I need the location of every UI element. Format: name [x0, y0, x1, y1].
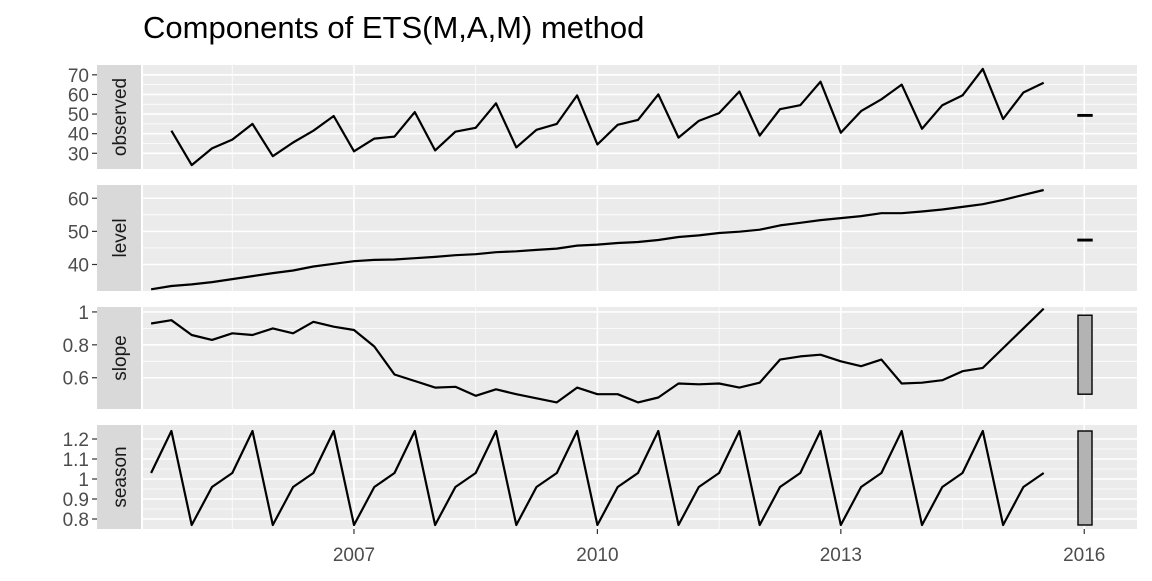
y-tick-label: 50	[68, 222, 89, 243]
chart-title: Components of ETS(M,A,M) method	[143, 10, 644, 45]
x-tick-label: 2007	[333, 545, 375, 566]
y-tick-label: 60	[68, 85, 89, 106]
x-tick-label: 2013	[820, 545, 862, 566]
y-tick-label: 60	[68, 189, 89, 210]
series-line-observed	[170, 67, 1045, 167]
y-tick-label: 40	[68, 256, 89, 277]
series-line-season	[150, 429, 1045, 527]
panel-level: 40 50 60 level	[68, 185, 1137, 291]
panel-background	[143, 185, 1137, 291]
panel-slope: 0.6 0.8 1 slope	[63, 303, 1137, 409]
y-tick-label: 70	[68, 66, 89, 87]
panel-strip	[97, 65, 141, 169]
range-bar	[1077, 430, 1093, 526]
y-tick-label: 50	[68, 105, 89, 126]
x-tick-label: 2016	[1063, 545, 1105, 566]
panel-season: 0.80.911.11.2 season	[63, 425, 1137, 531]
panel-strip	[97, 425, 141, 529]
y-tick-label: 0.8	[63, 510, 89, 531]
panel-strip-label: slope	[110, 335, 131, 380]
x-tick-label: 2010	[576, 545, 618, 566]
y-tick-label: 40	[68, 125, 89, 146]
panel-strip-label: observed	[110, 78, 131, 156]
y-tick-label: 1.1	[63, 450, 89, 471]
y-tick-label: 1	[78, 303, 89, 324]
y-tick-label: 0.6	[63, 369, 89, 390]
series-line-slope	[150, 307, 1045, 404]
panel-strip	[97, 185, 141, 291]
y-tick-label: 0.9	[63, 490, 89, 511]
panel-strip-label: season	[110, 446, 131, 507]
y-tick-label: 1	[78, 470, 89, 491]
panel-strip-label: level	[110, 218, 131, 257]
range-bar	[1077, 314, 1093, 395]
series-line-level	[150, 188, 1044, 291]
panel-background	[143, 307, 1137, 409]
range-bar	[1077, 238, 1093, 242]
panel-strip	[97, 307, 141, 409]
y-tick-label: 0.8	[63, 336, 89, 357]
y-tick-label: 30	[68, 144, 89, 165]
y-tick-label: 1.2	[63, 430, 89, 451]
panel-background	[143, 425, 1137, 529]
range-bar	[1077, 113, 1093, 117]
